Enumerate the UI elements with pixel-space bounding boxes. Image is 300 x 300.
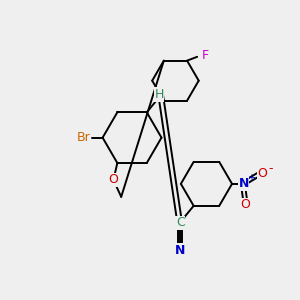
Text: F: F — [201, 49, 208, 62]
Text: O: O — [109, 173, 118, 186]
Text: Br: Br — [76, 131, 90, 144]
Text: N: N — [175, 244, 185, 257]
Text: +: + — [247, 173, 255, 184]
Text: -: - — [268, 162, 273, 175]
Text: N: N — [238, 177, 249, 190]
Text: O: O — [257, 167, 267, 180]
Text: H: H — [154, 88, 164, 101]
Text: O: O — [240, 198, 250, 211]
Text: C: C — [176, 216, 185, 229]
